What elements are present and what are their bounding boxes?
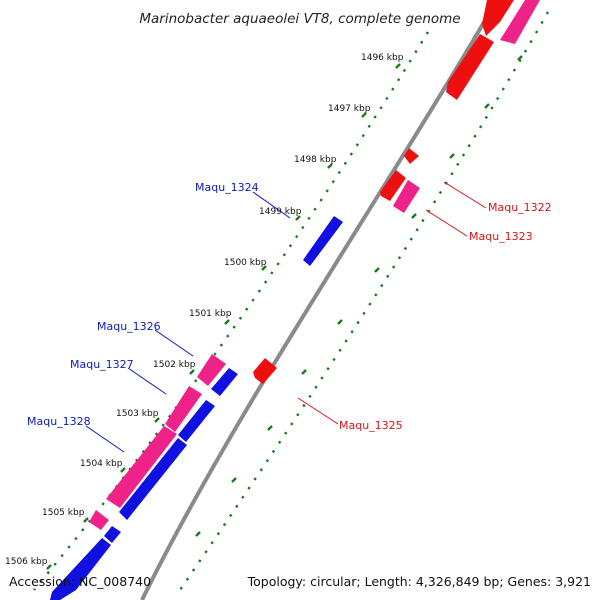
gene-red-1322b[interactable] (380, 170, 406, 201)
kbp-label-1505: 1505 kbp (42, 508, 85, 518)
gene-label-maqu-1324[interactable]: Maqu_1324 (195, 181, 259, 194)
kbp-label-1502: 1502 kbp (153, 360, 196, 370)
gene-blue-1324[interactable] (303, 216, 343, 266)
gene-blue-bottom-b[interactable] (50, 538, 111, 600)
genome-backbone (140, 0, 499, 600)
gene-label-maqu-1323[interactable]: Maqu_1323 (469, 230, 533, 243)
kbp-label-1498: 1498 kbp (294, 155, 337, 165)
kbp-label-1499: 1499 kbp (259, 207, 302, 217)
kbp-label-1503: 1503 kbp (116, 409, 159, 419)
gene-blue-1326[interactable] (211, 368, 238, 396)
genes-right (253, 0, 540, 384)
kbp-label-1501: 1501 kbp (189, 309, 232, 319)
kbp-label-1496: 1496 kbp (361, 53, 404, 63)
gene-label-maqu-1322[interactable]: Maqu_1322 (488, 201, 552, 214)
gene-label-maqu-1326[interactable]: Maqu_1326 (97, 320, 161, 333)
gene-pink-1323[interactable] (393, 180, 420, 213)
topology-text: Topology: circular; Length: 4,326,849 bp… (247, 574, 591, 589)
major-ticks-right (195, 55, 523, 537)
tick-ring-right (179, 11, 550, 591)
gene-blue-1328[interactable] (119, 438, 187, 520)
gene-pink-1327[interactable] (165, 386, 202, 432)
gene-red-top-a[interactable] (482, 0, 514, 36)
gene-red-top-b[interactable] (446, 34, 494, 100)
major-ticks-left (46, 63, 401, 570)
gene-label-maqu-1327[interactable]: Maqu_1327 (70, 358, 134, 371)
gene-pink-1326[interactable] (197, 354, 226, 386)
gene-pink-1328[interactable] (106, 426, 177, 508)
genes-left (50, 216, 343, 600)
label-leaders-right (297, 181, 487, 425)
kbp-label-1506: 1506 kbp (5, 557, 48, 567)
map-title: Marinobacter aquaeolei VT8, complete gen… (139, 11, 460, 27)
label-leaders-left (85, 191, 291, 453)
gene-red-1322a[interactable] (404, 148, 419, 164)
gene-pink-top[interactable] (500, 0, 540, 44)
gene-blue-bottom-a[interactable] (104, 526, 121, 543)
gene-red-1325[interactable] (253, 358, 277, 384)
gene-label-maqu-1325[interactable]: Maqu_1325 (339, 419, 403, 432)
gene-blue-1327[interactable] (178, 400, 215, 442)
kbp-label-1497: 1497 kbp (328, 104, 371, 114)
gene-label-maqu-1328[interactable]: Maqu_1328 (27, 415, 91, 428)
kbp-label-1504: 1504 kbp (80, 459, 123, 469)
gene-pink-bottom[interactable] (89, 510, 109, 530)
kbp-label-1500: 1500 kbp (224, 258, 267, 268)
accession-text: Accession: NC_008740 (9, 574, 151, 589)
